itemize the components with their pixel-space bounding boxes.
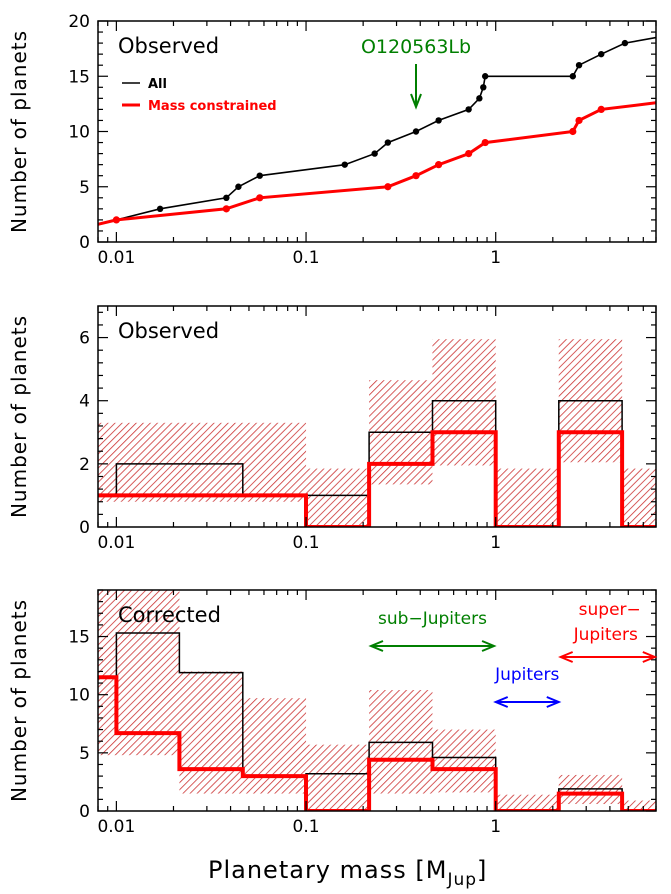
range-label: sub−Jupiters — [378, 609, 487, 629]
range-label: super− — [579, 600, 641, 620]
y-tick-label: 10 — [68, 686, 90, 706]
y-tick-label: 15 — [68, 628, 90, 648]
planet-annotation-label: O120563Lb — [361, 36, 471, 58]
data-point — [569, 73, 577, 80]
range-arrow-head-right — [546, 696, 562, 708]
series-mass-constrained-line — [98, 430, 656, 527]
data-point — [112, 216, 120, 224]
data-point — [465, 150, 473, 158]
range-arrow-head-right — [642, 651, 658, 663]
data-point — [476, 95, 483, 102]
y-tick-label: 2 — [79, 455, 90, 475]
data-point — [156, 205, 164, 213]
data-point — [575, 116, 583, 125]
data-point — [384, 139, 392, 146]
panel-label: Observed — [118, 319, 219, 343]
x-tick-label: 0.1 — [293, 817, 320, 837]
series-mass-constrained-line — [98, 101, 656, 226]
legend-label: All — [148, 77, 167, 92]
uncertainty-band-1 — [98, 590, 180, 756]
range-label: Jupiters — [494, 665, 559, 685]
data-point — [412, 128, 420, 135]
range-arrow-head-left — [368, 640, 384, 652]
y-axis-label: Number of planets — [7, 599, 31, 802]
data-point — [465, 106, 472, 113]
range-arrow-head-right — [481, 640, 497, 652]
plot-frame-2 — [97, 305, 657, 528]
x-tick-label: 1 — [490, 817, 501, 837]
y-axis-label: Number of planets — [7, 30, 31, 233]
uncertainty-band-4 — [306, 744, 370, 811]
x-tick-label: 1 — [490, 533, 501, 553]
annotation-arrow-head — [410, 93, 422, 110]
data-point — [384, 183, 392, 191]
uncertainty-band-6 — [432, 729, 496, 793]
y-tick-label: 10 — [68, 123, 90, 143]
data-point — [435, 117, 442, 124]
data-point — [481, 138, 489, 147]
data-point — [621, 39, 629, 47]
series-mass-constrained-line — [98, 675, 656, 811]
plot-area-1 — [98, 36, 656, 226]
uncertainty-band-2 — [179, 671, 243, 794]
y-tick-label: 6 — [79, 329, 90, 349]
x-tick-label: 0.01 — [97, 533, 135, 553]
data-point — [371, 150, 378, 157]
y-tick-label: 5 — [79, 744, 90, 764]
data-point — [235, 183, 242, 190]
x-tick-label: 1 — [490, 248, 501, 268]
uncertainty-band-4 — [432, 339, 496, 466]
range-arrow-head-left — [493, 696, 509, 708]
uncertainty-band-7 — [622, 468, 656, 527]
y-axis-label: Number of planets — [7, 315, 31, 518]
plot-area-2 — [98, 339, 656, 527]
uncertainty-band-5 — [495, 468, 559, 527]
x-tick-label: 0.1 — [293, 248, 320, 268]
y-tick-label: 0 — [79, 802, 90, 822]
range-arrow-head-left — [558, 651, 574, 663]
uncertainty-band-9 — [622, 800, 656, 811]
y-tick-label: 0 — [79, 518, 90, 538]
y-tick-label: 5 — [79, 178, 90, 198]
uncertainty-band-7 — [495, 794, 559, 811]
data-point — [412, 172, 420, 180]
data-point — [256, 172, 263, 179]
uncertainty-band-2 — [306, 468, 370, 527]
y-tick-label: 4 — [79, 392, 90, 412]
data-point — [341, 161, 348, 168]
legend-label: Mass constrained — [148, 99, 277, 114]
data-point — [480, 84, 487, 91]
uncertainty-band-1 — [98, 422, 307, 502]
data-point — [481, 73, 489, 80]
plot-frame-3 — [97, 589, 657, 812]
x-axis-label: Planetary mass [MJup] — [208, 856, 487, 890]
y-tick-label: 15 — [68, 67, 90, 87]
y-tick-label: 0 — [79, 233, 90, 253]
x-tick-label: 0.01 — [97, 817, 135, 837]
data-point — [223, 194, 230, 201]
plot-area-3 — [98, 590, 656, 811]
data-point — [256, 194, 264, 202]
panel-2: 0.01 0.1 1 0 2 4 6 Number of planets Observed — [7, 305, 657, 553]
x-tick-label: 0.1 — [293, 533, 320, 553]
data-point — [222, 205, 230, 213]
uncertainty-band-3 — [242, 698, 307, 794]
data-point — [575, 61, 583, 69]
panel-label: Corrected — [118, 603, 221, 627]
panel-label: Observed — [118, 34, 219, 58]
data-point — [435, 161, 443, 169]
data-point — [569, 127, 577, 136]
data-point — [597, 105, 605, 113]
range-label: Jupiters — [573, 625, 638, 645]
data-point — [598, 50, 605, 58]
x-tick-label: 0.01 — [97, 248, 135, 268]
y-tick-label: 20 — [68, 12, 90, 32]
